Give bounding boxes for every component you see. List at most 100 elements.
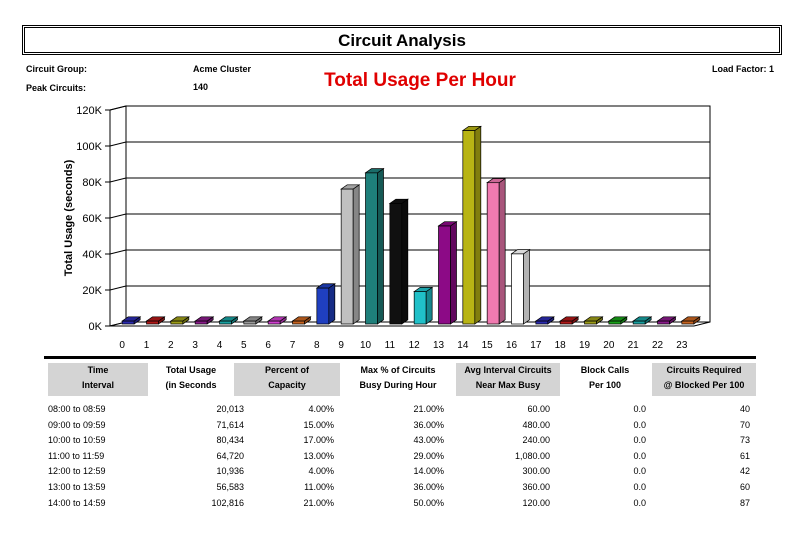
- bar: [511, 253, 524, 325]
- bar: [608, 320, 622, 325]
- cell-avg-near: 480.00: [522, 419, 550, 430]
- x-tick-label: 3: [192, 340, 198, 351]
- bar-top: [388, 198, 409, 204]
- bar-top: [437, 221, 458, 227]
- bar-top: [559, 316, 580, 322]
- bar-top: [291, 316, 312, 322]
- gridline-side: [109, 213, 127, 219]
- y-tick-label: 20K: [82, 285, 102, 297]
- bar: [413, 291, 427, 325]
- table-row: 13:00 to 13:59 56,583 11.00% 36.00% 360.00 0.…: [0, 482, 804, 498]
- bar-top: [218, 316, 239, 322]
- report-title-box: Circuit Analysis: [22, 25, 782, 55]
- cell-capacity: 4.00%: [308, 466, 334, 477]
- cell-avg-near: 240.00: [522, 435, 550, 446]
- cell-block: 0.0: [633, 450, 646, 461]
- x-tick-label: 0: [119, 340, 125, 351]
- header-avg-interval: Avg Interval Circuits Near Max Busy: [456, 363, 560, 396]
- cell-interval: 14:00 to 14:59: [48, 497, 106, 508]
- x-tick-label: 11: [385, 340, 396, 351]
- header-max-busy: Max % of Circuits Busy During Hour: [359, 365, 437, 390]
- cell-usage: 102,816: [211, 497, 244, 508]
- cell-required: 40: [739, 404, 750, 414]
- cell-block: 0.0: [633, 497, 646, 508]
- cell-usage: 64,720: [216, 450, 244, 461]
- cell-interval: 09:00 to 09:59: [48, 419, 106, 430]
- bar-top: [340, 184, 361, 190]
- y-tick-label: 0K: [89, 321, 103, 333]
- bar-side: [523, 248, 530, 325]
- x-tick-label: 19: [579, 340, 591, 351]
- bar: [389, 203, 403, 325]
- gridline-side: [109, 141, 127, 147]
- bar: [219, 320, 232, 325]
- bar: [462, 130, 476, 325]
- x-tick-label: 21: [628, 340, 640, 351]
- x-tick-label: 10: [360, 340, 372, 351]
- report-title: Circuit Analysis: [338, 31, 466, 50]
- cell-capacity: 21.00%: [303, 497, 334, 508]
- bar-top: [242, 316, 263, 322]
- bar-side: [328, 283, 336, 325]
- cell-required: 70: [739, 419, 750, 430]
- x-tick-label: 17: [530, 340, 542, 351]
- header-time: Time Interval: [48, 363, 148, 396]
- header-block-calls: Block Calls Per 100: [580, 365, 630, 390]
- bar-top: [461, 125, 482, 131]
- cell-capacity: 15.00%: [303, 419, 334, 430]
- cell-usage: 80,434: [216, 435, 244, 446]
- x-tick-label: 6: [265, 340, 271, 351]
- bar: [559, 320, 573, 325]
- table-header: Time Interval Total Usage (in Seconds Perc…: [44, 356, 756, 399]
- chart-title: Total Usage Per Hour: [324, 70, 516, 91]
- x-tick-label: 13: [433, 340, 445, 351]
- bar-top: [583, 316, 604, 322]
- bar-top: [121, 316, 142, 322]
- y-tick-label: 100K: [76, 141, 102, 153]
- circuit-group-label: Circuit Group:: [26, 64, 87, 74]
- cell-capacity: 4.00%: [308, 404, 334, 414]
- bar: [316, 287, 330, 325]
- bar-top: [607, 316, 628, 322]
- bar-top: [680, 316, 701, 322]
- cell-max-busy: 21.00%: [413, 404, 444, 414]
- cell-interval: 08:00 to 08:59: [48, 404, 106, 414]
- cell-block: 0.0: [633, 482, 646, 492]
- cell-interval: 10:00 to 10:59: [48, 435, 106, 446]
- bar: [657, 320, 670, 325]
- bar: [340, 188, 354, 325]
- cell-required: 61: [739, 450, 750, 461]
- x-tick-label: 23: [676, 340, 688, 351]
- x-tick-label: 4: [217, 340, 223, 351]
- header-percent-capacity: Percent of Capacity: [234, 363, 340, 396]
- bar-side: [450, 221, 457, 325]
- table-row: 08:00 to 08:59 20,013 4.00% 21.00% 60.00 0.0 4…: [0, 404, 804, 420]
- cell-usage: 20,013: [216, 404, 244, 414]
- cell-interval: 13:00 to 13:59: [48, 482, 106, 492]
- y-tick-label: 80K: [82, 177, 102, 189]
- x-tick-label: 15: [482, 340, 494, 351]
- cell-usage: 56,583: [216, 482, 244, 492]
- cell-max-busy: 43.00%: [413, 435, 444, 446]
- x-tick-label: 2: [168, 340, 174, 351]
- x-tick-label: 16: [506, 340, 518, 351]
- x-tick-label: 1: [144, 340, 150, 351]
- bar-top: [194, 316, 215, 322]
- bar: [365, 172, 378, 325]
- bar-top: [534, 316, 555, 322]
- cell-avg-near: 60.00: [527, 404, 550, 414]
- x-tick-label: 5: [241, 340, 247, 351]
- cell-required: 73: [739, 435, 750, 446]
- peak-circuits-label: Peak Circuits:: [26, 83, 87, 93]
- table-row: 09:00 to 09:59 71,614 15.00% 36.00% 480.00 0.…: [0, 420, 804, 436]
- bar: [486, 182, 500, 325]
- cell-block: 0.0: [633, 404, 646, 414]
- cell-max-busy: 50.00%: [413, 497, 444, 508]
- bar-top: [413, 287, 434, 292]
- cell-capacity: 17.00%: [303, 435, 334, 446]
- gridline-side: [109, 177, 127, 183]
- header-circuits-required: Circuits Required @ Blocked Per 100: [652, 363, 756, 396]
- bar-side: [474, 125, 482, 325]
- cell-usage: 10,936: [216, 466, 244, 477]
- gridline-side: [109, 249, 127, 255]
